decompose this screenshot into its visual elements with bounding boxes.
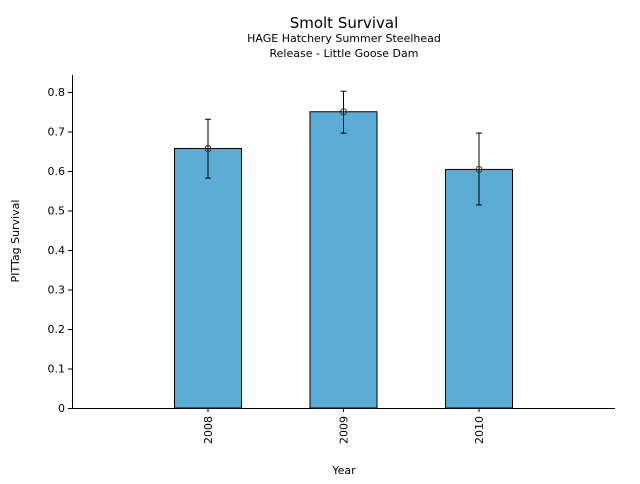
y-tick-label: 0 bbox=[58, 402, 65, 415]
y-tick-label: 0.8 bbox=[48, 86, 66, 99]
y-tick-label: 0.7 bbox=[48, 126, 66, 139]
y-tick-label: 0.4 bbox=[48, 244, 66, 257]
bar-2010 bbox=[445, 168, 513, 409]
point-marker-2010 bbox=[475, 165, 483, 173]
y-tick-label: 0.1 bbox=[48, 363, 66, 376]
x-axis-label: Year bbox=[331, 464, 356, 477]
y-tick-label: 0.6 bbox=[48, 165, 66, 178]
y-tick-label: 0.5 bbox=[48, 205, 66, 218]
y-axis-label: PITTag Survival bbox=[9, 200, 22, 283]
point-marker-2008 bbox=[204, 144, 212, 152]
chart-subtitle-line-2: Release - Little Goose Dam bbox=[270, 47, 419, 60]
y-tick-label: 0.2 bbox=[48, 323, 66, 336]
x-tick-label: 2009 bbox=[338, 416, 351, 444]
bar-2008 bbox=[174, 147, 242, 409]
bar-2009 bbox=[309, 111, 378, 409]
x-tick-label: 2008 bbox=[202, 416, 215, 444]
chart-subtitle-line-1: HAGE Hatchery Summer Steelhead bbox=[247, 32, 441, 45]
chart-title: Smolt Survival bbox=[290, 14, 399, 32]
y-tick-label: 0.3 bbox=[48, 284, 66, 297]
plot-area: 0 0.1 0.2 0.3 0.4 0.5 0.6 0.7 0.8 2008 2009 2010 bbox=[48, 86, 513, 444]
x-tick-label: 2010 bbox=[473, 416, 486, 444]
point-marker-2009 bbox=[340, 108, 347, 116]
